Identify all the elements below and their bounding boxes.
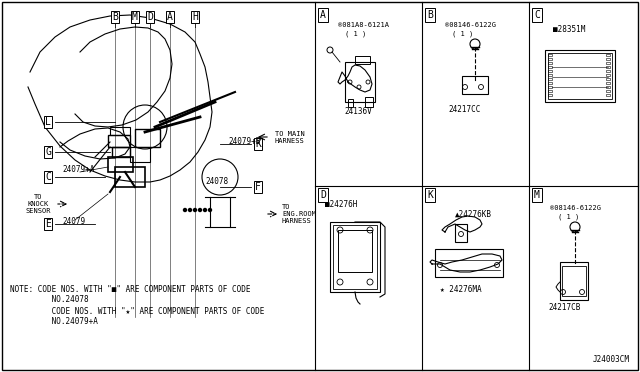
Circle shape bbox=[184, 208, 186, 212]
Text: ■28351M: ■28351M bbox=[553, 25, 586, 34]
Text: K: K bbox=[427, 190, 433, 200]
Bar bbox=[606, 86, 610, 88]
Bar bbox=[606, 61, 610, 64]
Bar bbox=[548, 90, 552, 92]
Bar bbox=[606, 54, 610, 56]
Text: 24217CC: 24217CC bbox=[449, 105, 481, 114]
Bar bbox=[606, 81, 610, 84]
Bar bbox=[548, 74, 552, 76]
Text: M: M bbox=[534, 190, 540, 200]
Bar bbox=[606, 90, 610, 92]
Bar bbox=[562, 266, 586, 296]
Text: A: A bbox=[320, 10, 326, 20]
Text: TO MAIN
HARNESS: TO MAIN HARNESS bbox=[275, 131, 305, 144]
Bar bbox=[606, 74, 610, 76]
Text: 24079: 24079 bbox=[62, 217, 85, 226]
Bar bbox=[455, 224, 467, 242]
Bar bbox=[606, 65, 610, 68]
Bar bbox=[333, 225, 377, 289]
Text: E: E bbox=[45, 219, 51, 229]
Bar bbox=[606, 77, 610, 80]
Bar bbox=[606, 58, 610, 60]
Text: C: C bbox=[534, 10, 540, 20]
Bar bbox=[560, 262, 588, 300]
Text: G: G bbox=[45, 147, 51, 157]
Bar bbox=[548, 70, 552, 72]
Circle shape bbox=[198, 208, 202, 212]
Text: ®08146-6122G: ®08146-6122G bbox=[445, 22, 496, 28]
Bar bbox=[606, 70, 610, 72]
Bar bbox=[108, 157, 133, 172]
Text: 24136V: 24136V bbox=[344, 107, 372, 116]
Text: TO
ENG.ROOM
HARNESS: TO ENG.ROOM HARNESS bbox=[282, 204, 316, 224]
Bar bbox=[338, 230, 372, 272]
Text: ®081A8-6121A: ®081A8-6121A bbox=[338, 22, 389, 28]
Text: ▲24276KB: ▲24276KB bbox=[455, 210, 492, 219]
Bar bbox=[606, 93, 610, 96]
Text: ®08146-6122G: ®08146-6122G bbox=[550, 205, 601, 211]
Text: NO.24079+A: NO.24079+A bbox=[10, 317, 98, 326]
Text: CODE NOS. WITH "★" ARE COMPONENT PARTS OF CODE: CODE NOS. WITH "★" ARE COMPONENT PARTS O… bbox=[10, 307, 264, 316]
Bar bbox=[130, 147, 150, 162]
Text: H: H bbox=[192, 12, 198, 22]
Bar bbox=[110, 127, 130, 135]
Bar bbox=[548, 53, 612, 99]
Circle shape bbox=[193, 208, 196, 212]
Text: ( 1 ): ( 1 ) bbox=[558, 213, 579, 219]
Text: B: B bbox=[427, 10, 433, 20]
Text: 24079+B: 24079+B bbox=[228, 137, 260, 146]
Text: F: F bbox=[255, 182, 261, 192]
Circle shape bbox=[209, 208, 211, 212]
Text: J24003CM: J24003CM bbox=[593, 355, 630, 364]
Bar bbox=[548, 81, 552, 84]
Bar bbox=[548, 65, 552, 68]
Bar bbox=[365, 97, 373, 107]
Bar bbox=[330, 222, 380, 292]
Text: ■24276H: ■24276H bbox=[325, 200, 357, 209]
Text: D: D bbox=[147, 12, 153, 22]
Bar bbox=[108, 135, 130, 147]
Circle shape bbox=[189, 208, 191, 212]
Bar bbox=[348, 99, 353, 107]
Text: A: A bbox=[167, 12, 173, 22]
Bar bbox=[545, 50, 615, 102]
Bar bbox=[115, 167, 145, 187]
Bar bbox=[112, 147, 130, 157]
Bar bbox=[548, 93, 552, 96]
Circle shape bbox=[204, 208, 207, 212]
Text: 24217CB: 24217CB bbox=[549, 303, 581, 312]
Text: NOTE: CODE NOS. WITH "■" ARE COMPONENT PARTS OF CODE: NOTE: CODE NOS. WITH "■" ARE COMPONENT P… bbox=[10, 285, 250, 294]
Text: 24079+A: 24079+A bbox=[62, 165, 94, 174]
Text: NO.24078: NO.24078 bbox=[10, 295, 88, 304]
Bar bbox=[135, 129, 160, 147]
Text: D: D bbox=[320, 190, 326, 200]
Bar bbox=[355, 56, 370, 64]
Bar bbox=[548, 54, 552, 56]
Bar bbox=[462, 76, 488, 94]
Text: ( 1 ): ( 1 ) bbox=[452, 30, 473, 36]
Text: B: B bbox=[112, 12, 118, 22]
Bar bbox=[548, 58, 552, 60]
Bar bbox=[548, 77, 552, 80]
Text: 24078: 24078 bbox=[205, 177, 228, 186]
Text: C: C bbox=[45, 172, 51, 182]
Bar bbox=[435, 249, 503, 277]
Text: M: M bbox=[132, 12, 138, 22]
Bar bbox=[548, 86, 552, 88]
Text: K: K bbox=[255, 139, 261, 149]
Text: L: L bbox=[45, 117, 51, 127]
Text: ( 1 ): ( 1 ) bbox=[345, 30, 366, 36]
Bar bbox=[345, 62, 375, 102]
Text: ★ 24276MA: ★ 24276MA bbox=[440, 285, 482, 294]
Text: TO
KNOCK
SENSOR: TO KNOCK SENSOR bbox=[25, 194, 51, 214]
Bar bbox=[548, 61, 552, 64]
